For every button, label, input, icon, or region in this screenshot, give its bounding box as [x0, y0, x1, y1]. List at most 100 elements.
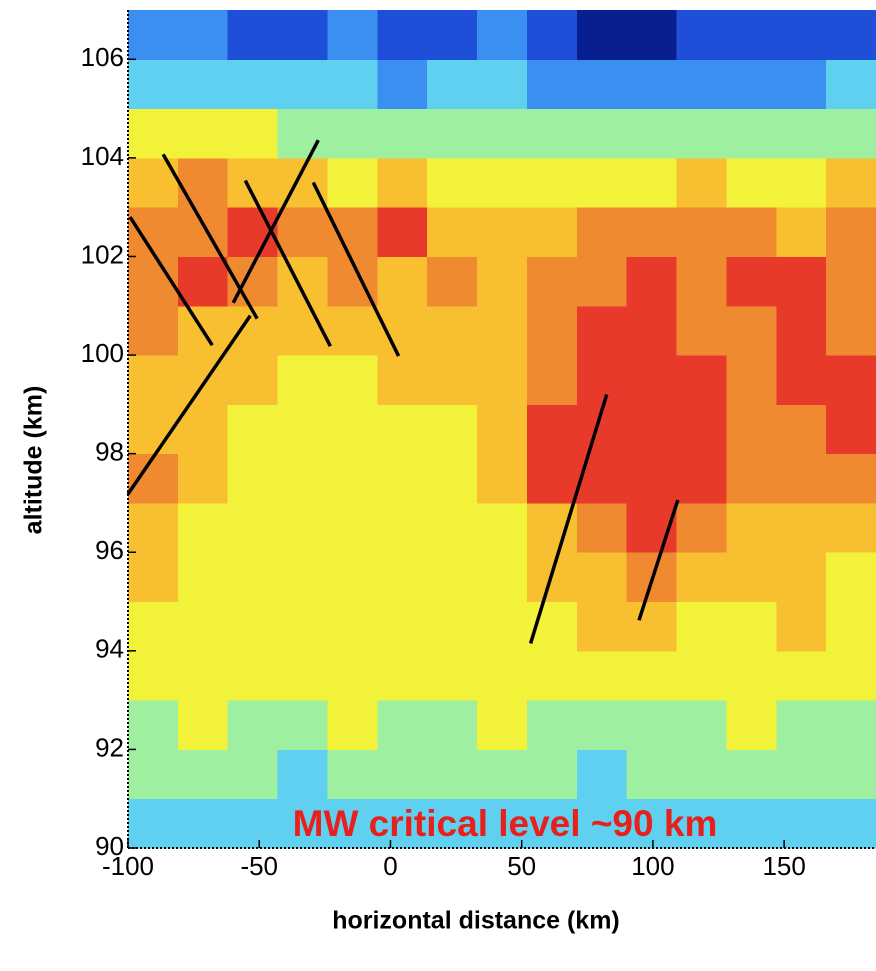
- x-tick-label: -50: [240, 851, 278, 881]
- heat-cell: [227, 10, 279, 60]
- heat-cell: [327, 552, 378, 603]
- heat-cell: [177, 502, 229, 553]
- heat-cell: [327, 305, 378, 356]
- heat-cell: [626, 305, 678, 356]
- heat-cell: [776, 157, 827, 208]
- heat-cell: [626, 650, 678, 701]
- overlay: [126, 10, 876, 849]
- heat-cell: [576, 798, 628, 849]
- heat-cell: [477, 207, 528, 257]
- heat-cell: [427, 749, 478, 800]
- heat-cell: [427, 552, 478, 603]
- heat-cell: [128, 502, 179, 553]
- heat-cell: [377, 404, 428, 455]
- y-tick-label: 100: [81, 338, 124, 368]
- heat-cell: [626, 749, 678, 800]
- heat-cell: [177, 552, 229, 603]
- heat-cell: [526, 798, 578, 849]
- heat-cell: [327, 700, 378, 750]
- heat-cell: [776, 10, 827, 60]
- heat-cell: [477, 10, 528, 60]
- heat-cell: [776, 59, 827, 110]
- heat-cell: [128, 650, 179, 701]
- heat-cell: [377, 157, 428, 208]
- heat-cell: [526, 404, 578, 455]
- heat-cell: [128, 108, 179, 159]
- heat-cell: [377, 650, 428, 701]
- heat-cell: [626, 157, 678, 208]
- heat-cell: [676, 108, 727, 159]
- heat-cell: [526, 700, 578, 750]
- heat-cell: [576, 207, 628, 257]
- heat-cell: [427, 404, 478, 455]
- heat-cell: [477, 355, 528, 405]
- heat-cell: [826, 10, 876, 60]
- heat-cell: [128, 453, 179, 504]
- heat-cell: [277, 256, 328, 307]
- heat-cell: [177, 453, 229, 504]
- heat-cell: [277, 305, 328, 356]
- heat-cell: [327, 798, 378, 849]
- heat-cell: [776, 404, 827, 455]
- heat-cell: [177, 700, 229, 750]
- heat-cell: [277, 601, 328, 652]
- heat-cell: [626, 355, 678, 405]
- heat-cell: [826, 798, 876, 849]
- x-axis-label: horizontal distance (km): [332, 907, 620, 935]
- heat-cell: [277, 108, 328, 159]
- heat-cell: [676, 552, 727, 603]
- heat-cell: [776, 700, 827, 750]
- heat-cell: [377, 207, 428, 257]
- heat-cell: [526, 157, 578, 208]
- heat-cell: [576, 59, 628, 110]
- heat-cell: [726, 355, 777, 405]
- heat-cell: [227, 355, 279, 405]
- heat-cell: [526, 108, 578, 159]
- heat-cell: [626, 10, 678, 60]
- heat-cell: [826, 59, 876, 110]
- heat-cell: [776, 256, 827, 307]
- heat-cell: [576, 749, 628, 800]
- heat-cell: [327, 10, 378, 60]
- heat-cell: [676, 650, 727, 701]
- heat-cell: [277, 798, 328, 849]
- heat-cell: [526, 10, 578, 60]
- heat-cell: [826, 601, 876, 652]
- heat-cell: [576, 355, 628, 405]
- heat-cell: [128, 305, 179, 356]
- heat-cell: [377, 601, 428, 652]
- heat-cell: [726, 601, 777, 652]
- heat-cell: [576, 157, 628, 208]
- heat-cell: [676, 59, 727, 110]
- heat-cell: [477, 601, 528, 652]
- heat-cell: [576, 453, 628, 504]
- heat-cell: [427, 355, 478, 405]
- heat-cell: [277, 453, 328, 504]
- y-tick-label: 90: [95, 831, 124, 861]
- heat-cell: [526, 749, 578, 800]
- heat-cell: [726, 108, 777, 159]
- heat-cell: [427, 453, 478, 504]
- heat-cell: [826, 552, 876, 603]
- heat-cell: [676, 601, 727, 652]
- heat-cell: [177, 207, 229, 257]
- heat-cell: [377, 355, 428, 405]
- heat-cell: [526, 453, 578, 504]
- heat-cell: [776, 355, 827, 405]
- heat-cell: [377, 749, 428, 800]
- heat-cell: [277, 650, 328, 701]
- heat-cell: [526, 305, 578, 356]
- heat-cell: [177, 256, 229, 307]
- heat-cell: [227, 749, 279, 800]
- heat-cell: [427, 798, 478, 849]
- heat-cell: [427, 108, 478, 159]
- heat-cell: [726, 157, 777, 208]
- heat-cell: [128, 404, 179, 455]
- heat-cell: [826, 108, 876, 159]
- heat-cell: [676, 207, 727, 257]
- heat-cell: [227, 700, 279, 750]
- heat-cell: [377, 10, 428, 60]
- heat-cell: [477, 700, 528, 750]
- heat-cell: [726, 552, 777, 603]
